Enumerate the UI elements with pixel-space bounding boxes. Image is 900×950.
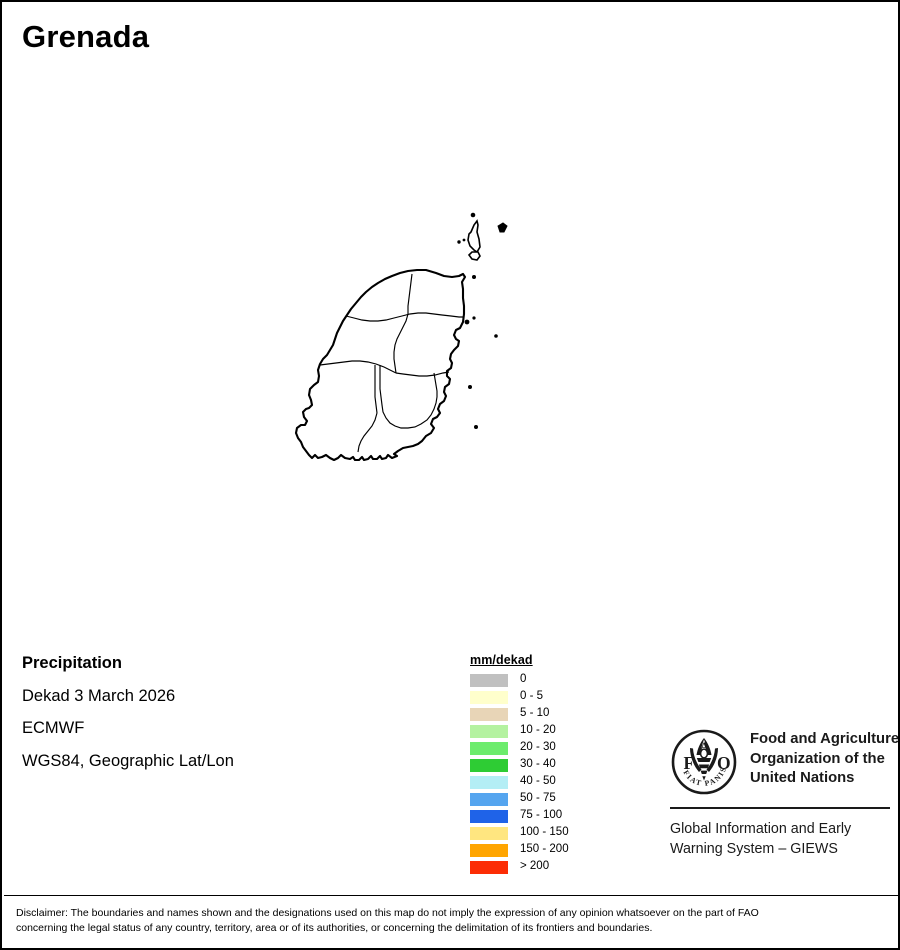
legend-label: 5 - 10 xyxy=(520,707,550,720)
carriacou-south-islet xyxy=(467,251,481,261)
fao-org-line-3: United Nations xyxy=(750,770,855,787)
legend-row: 50 - 75 xyxy=(470,791,569,808)
parish-boundary-stpatrick-south xyxy=(345,312,464,322)
islet-dot-west-a xyxy=(457,240,461,244)
legend-row: 20 - 30 xyxy=(470,740,569,757)
legend-label: 75 - 100 xyxy=(520,809,563,822)
legend-color-swatch xyxy=(470,792,508,806)
fao-org-line-1: Food and Agriculture xyxy=(750,731,900,747)
metadata-projection: WGS84, Geographic Lat/Lon xyxy=(22,751,234,770)
metadata-period: Dekad 3 March 2026 xyxy=(22,686,176,705)
legend-label: 0 - 5 xyxy=(520,690,544,703)
islet-dot-north xyxy=(470,212,476,218)
legend-row: 0 - 5 xyxy=(470,689,569,706)
parish-boundary-stgeorge-east xyxy=(379,365,438,429)
legend-color-swatch xyxy=(470,741,508,755)
fao-organization-name: Food and Agriculture Organization of the… xyxy=(750,730,900,789)
islet-ronde xyxy=(464,319,470,325)
legend-color-swatch xyxy=(470,707,508,721)
islet-east-a xyxy=(494,334,498,338)
islet-caille xyxy=(472,316,476,320)
parish-boundary-standrew-west xyxy=(395,371,450,377)
parish-boundary-stgeorge-north xyxy=(374,365,378,414)
legend-title: mm/dekad xyxy=(470,653,533,667)
parish-boundary-stmark-stjohn xyxy=(393,313,409,374)
giews-line-1: Global Information and Early xyxy=(670,821,852,837)
legend-row: 150 - 200 xyxy=(470,842,569,859)
parish-boundary-midwest xyxy=(319,360,397,374)
legend-color-swatch xyxy=(470,860,508,874)
legend-label: 20 - 30 xyxy=(520,741,556,754)
page-title: Grenada xyxy=(22,19,150,54)
disclaimer-text: Disclaimer: The boundaries and names sho… xyxy=(16,906,888,936)
legend-label: 30 - 40 xyxy=(520,758,556,771)
legend-label: 10 - 20 xyxy=(520,724,556,737)
fao-org-line-2: Organization of the xyxy=(750,750,885,767)
grenada-map-svg xyxy=(294,212,508,462)
svg-text:A: A xyxy=(700,741,709,753)
legend-color-swatch xyxy=(470,775,508,789)
legend-label: > 200 xyxy=(520,860,550,873)
legend-color-swatch xyxy=(470,826,508,840)
islet-dot-south xyxy=(472,275,476,279)
offshore-islets-group xyxy=(458,314,498,429)
legend-color-swatch xyxy=(470,673,508,687)
legend-items: 0 0 - 5 5 - 10 10 - 20 20 - 30 30 - 40 40 - 50… xyxy=(470,672,569,876)
legend-row: 5 - 10 xyxy=(470,706,569,723)
carriacou-outline xyxy=(467,219,481,254)
fao-logo-icon: F O A FIAT PANIS xyxy=(670,728,738,796)
legend: mm/dekad 0 0 - 5 5 - 10 10 - 20 20 - 30 30 - … xyxy=(470,654,569,876)
fao-divider xyxy=(670,807,890,809)
legend-row: 40 - 50 xyxy=(470,774,569,791)
legend-row: 10 - 20 xyxy=(470,723,569,740)
carriacou-island-group xyxy=(457,212,508,279)
map-canvas[interactable] xyxy=(4,62,898,622)
legend-color-swatch xyxy=(470,843,508,857)
svg-text:F: F xyxy=(684,753,695,773)
legend-color-swatch xyxy=(470,809,508,823)
legend-label: 50 - 75 xyxy=(520,792,556,805)
metadata-variable: Precipitation xyxy=(22,654,122,672)
legend-label: 40 - 50 xyxy=(520,775,556,788)
petite-martinique-islet xyxy=(497,222,508,233)
legend-color-swatch xyxy=(470,690,508,704)
disclaimer-line-1: Disclaimer: The boundaries and names sho… xyxy=(16,907,759,919)
svg-text:O: O xyxy=(717,753,731,773)
parish-boundary-stdavid-line xyxy=(357,412,378,453)
legend-row: 100 - 150 xyxy=(470,825,569,842)
legend-row: 75 - 100 xyxy=(470,808,569,825)
islet-dot-west-b xyxy=(462,238,466,242)
disclaimer-divider xyxy=(4,895,898,896)
parish-boundary-central-ridge xyxy=(407,273,413,314)
legend-row: 30 - 40 xyxy=(470,757,569,774)
grenada-mainland-group xyxy=(294,268,467,462)
metadata-block: Precipitation Dekad 3 March 2026 ECMWF W… xyxy=(22,655,352,785)
legend-label: 100 - 150 xyxy=(520,826,569,839)
legend-row: 0 xyxy=(470,672,569,689)
legend-label: 0 xyxy=(520,673,527,686)
disclaimer-line-2: concerning the legal status of any count… xyxy=(16,922,653,935)
islet-east-c xyxy=(474,425,478,429)
metadata-source: ECMWF xyxy=(22,719,85,737)
giews-name: Global Information and Early Warning Sys… xyxy=(670,820,892,859)
legend-color-swatch xyxy=(470,724,508,738)
legend-color-swatch xyxy=(470,758,508,772)
fao-branding-block: F O A FIAT PANIS Food and Agriculture Or… xyxy=(670,728,898,859)
giews-line-2: Warning System – GIEWS xyxy=(670,840,838,857)
legend-row: > 200 xyxy=(470,859,569,876)
islet-east-b xyxy=(468,385,472,389)
legend-label: 150 - 200 xyxy=(520,843,569,856)
